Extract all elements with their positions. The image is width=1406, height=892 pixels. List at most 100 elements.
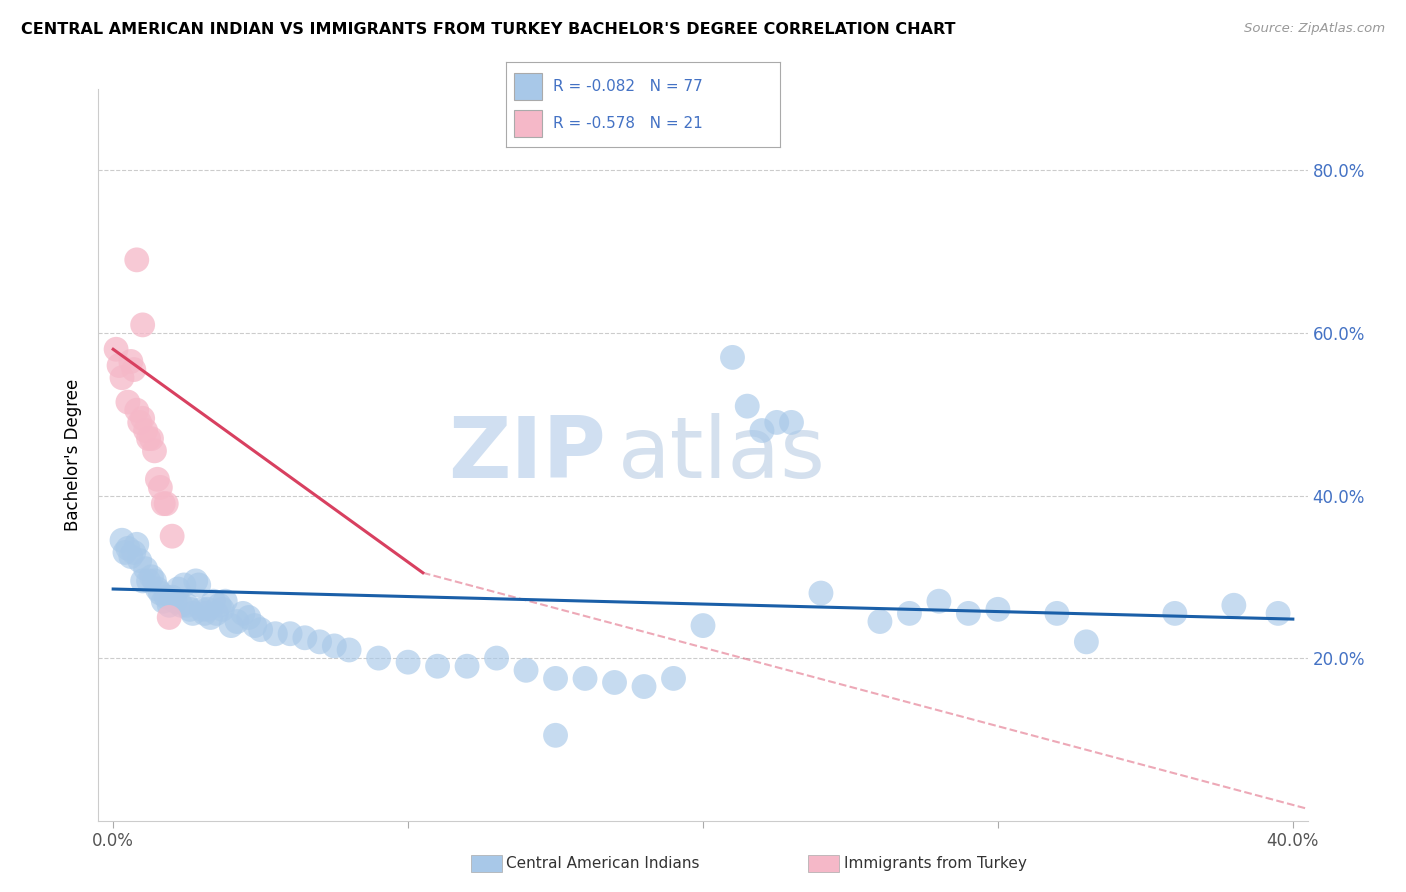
Point [128, 416, 150, 430]
Point [515, 663, 537, 677]
Point [120, 549, 142, 564]
Point [157, 599, 180, 613]
Point [117, 395, 139, 409]
Point [138, 574, 160, 588]
Point [157, 610, 180, 624]
Point [149, 480, 172, 494]
Point [751, 424, 773, 438]
Point [146, 582, 169, 596]
Point [662, 672, 685, 686]
Point [987, 602, 1010, 616]
Point [170, 599, 193, 613]
Point [173, 578, 195, 592]
Point [957, 607, 980, 621]
FancyBboxPatch shape [515, 72, 541, 100]
Point [810, 586, 832, 600]
Point [1046, 607, 1069, 621]
Point [125, 252, 148, 267]
Point [149, 586, 172, 600]
Point [928, 594, 950, 608]
Point [155, 590, 177, 604]
Point [179, 602, 201, 616]
Point [131, 574, 153, 588]
Point [574, 672, 596, 686]
Point [692, 618, 714, 632]
Point [184, 574, 207, 588]
Point [603, 675, 626, 690]
Point [238, 610, 260, 624]
Point [243, 618, 266, 632]
Text: R = -0.082   N = 77: R = -0.082 N = 77 [553, 78, 703, 94]
Point [208, 599, 231, 613]
Point [146, 472, 169, 486]
Point [367, 651, 389, 665]
Point [135, 424, 157, 438]
Point [122, 545, 145, 559]
Point [308, 635, 330, 649]
Point [181, 607, 204, 621]
Point [765, 416, 787, 430]
Point [396, 655, 419, 669]
Point [1076, 635, 1098, 649]
Point [120, 354, 142, 368]
Point [131, 411, 153, 425]
Point [190, 602, 212, 616]
Point [141, 432, 163, 446]
Point [232, 607, 254, 621]
Point [264, 626, 287, 640]
Point [125, 537, 148, 551]
Point [249, 623, 271, 637]
Point [323, 639, 346, 653]
Point [128, 553, 150, 567]
Point [165, 594, 187, 608]
Point [278, 626, 301, 640]
Point [117, 541, 139, 556]
Text: CENTRAL AMERICAN INDIAN VS IMMIGRANTS FROM TURKEY BACHELOR'S DEGREE CORRELATION : CENTRAL AMERICAN INDIAN VS IMMIGRANTS FR… [21, 22, 956, 37]
Point [633, 680, 655, 694]
Point [105, 343, 128, 357]
Point [122, 362, 145, 376]
Point [131, 318, 153, 332]
Point [219, 618, 242, 632]
Point [214, 594, 236, 608]
Point [294, 631, 316, 645]
Point [111, 533, 134, 548]
Point [143, 574, 166, 588]
Point [160, 590, 183, 604]
Point [485, 651, 508, 665]
Text: ZIP: ZIP [449, 413, 606, 497]
Point [152, 594, 174, 608]
Point [898, 607, 921, 621]
Point [125, 403, 148, 417]
Text: Central American Indians: Central American Indians [506, 856, 700, 871]
Point [721, 351, 744, 365]
Point [141, 570, 163, 584]
Point [735, 399, 758, 413]
Point [200, 610, 222, 624]
FancyBboxPatch shape [515, 110, 541, 137]
Point [1267, 607, 1289, 621]
Point [1164, 607, 1187, 621]
Point [337, 643, 360, 657]
Point [108, 359, 131, 373]
Point [202, 594, 225, 608]
Point [176, 599, 198, 613]
Point [869, 615, 891, 629]
Point [114, 545, 136, 559]
Point [211, 602, 233, 616]
Point [544, 672, 567, 686]
Point [160, 529, 183, 543]
Text: R = -0.578   N = 21: R = -0.578 N = 21 [553, 116, 703, 131]
Point [226, 615, 249, 629]
Point [194, 607, 217, 621]
Y-axis label: Bachelor's Degree: Bachelor's Degree [63, 379, 82, 531]
Point [152, 497, 174, 511]
Point [456, 659, 478, 673]
Point [167, 582, 190, 596]
Point [138, 432, 160, 446]
Text: Source: ZipAtlas.com: Source: ZipAtlas.com [1244, 22, 1385, 36]
Point [197, 602, 219, 616]
Point [143, 443, 166, 458]
Point [155, 497, 177, 511]
Text: atlas: atlas [619, 413, 827, 497]
